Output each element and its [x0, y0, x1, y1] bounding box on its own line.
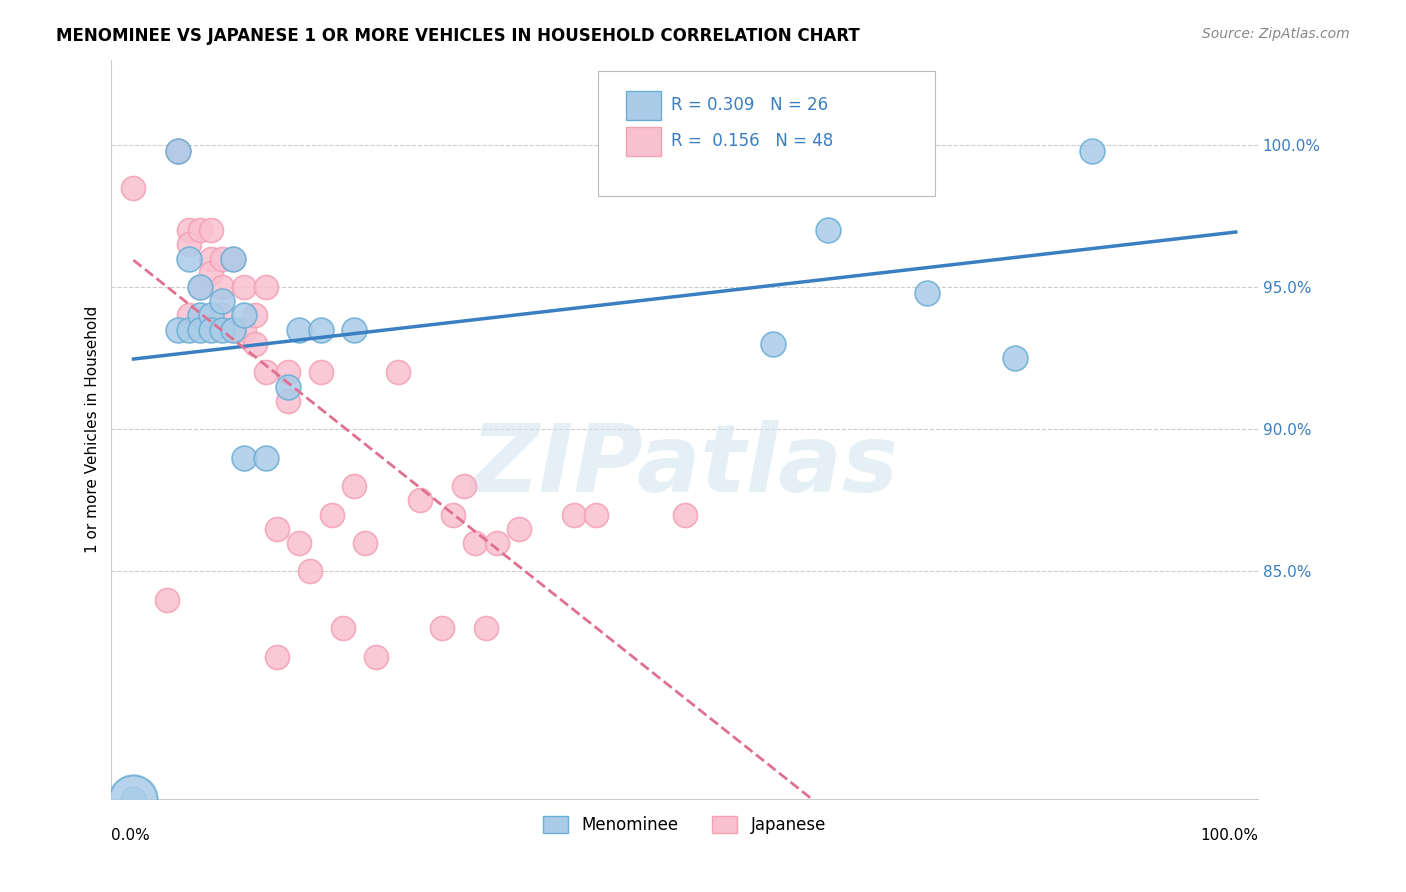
Japanese	[232, 323, 254, 337]
Japanese	[298, 565, 321, 579]
Menominee	[211, 323, 233, 337]
Menominee	[177, 252, 200, 266]
Japanese	[475, 621, 498, 635]
Point	[122, 792, 145, 806]
Japanese	[177, 223, 200, 237]
Y-axis label: 1 or more Vehicles in Household: 1 or more Vehicles in Household	[86, 306, 100, 553]
Japanese	[200, 223, 222, 237]
Menominee	[221, 252, 243, 266]
Japanese	[387, 365, 409, 379]
Menominee	[762, 337, 785, 351]
Menominee	[254, 450, 277, 465]
Menominee	[211, 294, 233, 309]
Japanese	[254, 365, 277, 379]
Japanese	[221, 323, 243, 337]
Text: 100.0%: 100.0%	[1199, 829, 1258, 844]
Legend: Menominee, Japanese: Menominee, Japanese	[536, 807, 834, 842]
Japanese	[321, 508, 343, 522]
Japanese	[177, 237, 200, 252]
Menominee	[122, 792, 145, 806]
Japanese	[221, 252, 243, 266]
Menominee	[188, 309, 211, 323]
Menominee	[343, 323, 366, 337]
Japanese	[188, 223, 211, 237]
Menominee	[166, 144, 188, 158]
Menominee	[200, 323, 222, 337]
Menominee	[232, 450, 254, 465]
Japanese	[122, 180, 145, 194]
Japanese	[309, 365, 332, 379]
Text: Source: ZipAtlas.com: Source: ZipAtlas.com	[1202, 27, 1350, 41]
Japanese	[564, 508, 586, 522]
Japanese	[453, 479, 475, 493]
Menominee	[309, 323, 332, 337]
Menominee	[166, 323, 188, 337]
Text: 0.0%: 0.0%	[111, 829, 150, 844]
Text: R =  0.156   N = 48: R = 0.156 N = 48	[671, 132, 832, 150]
Japanese	[441, 508, 464, 522]
Menominee	[1081, 144, 1104, 158]
Japanese	[211, 309, 233, 323]
Japanese	[354, 536, 377, 550]
Text: MENOMINEE VS JAPANESE 1 OR MORE VEHICLES IN HOUSEHOLD CORRELATION CHART: MENOMINEE VS JAPANESE 1 OR MORE VEHICLES…	[56, 27, 860, 45]
Japanese	[211, 280, 233, 294]
Japanese	[243, 337, 266, 351]
Menominee	[188, 323, 211, 337]
Japanese	[232, 280, 254, 294]
Menominee	[177, 323, 200, 337]
Menominee	[1004, 351, 1026, 366]
Menominee	[221, 323, 243, 337]
Japanese	[155, 592, 177, 607]
Japanese	[188, 280, 211, 294]
Japanese	[200, 252, 222, 266]
Menominee	[232, 309, 254, 323]
Japanese	[200, 266, 222, 280]
Japanese	[277, 365, 299, 379]
Menominee	[817, 223, 839, 237]
Text: R = 0.309   N = 26: R = 0.309 N = 26	[671, 96, 828, 114]
Japanese	[343, 479, 366, 493]
Japanese	[166, 144, 188, 158]
Japanese	[166, 144, 188, 158]
Menominee	[277, 379, 299, 393]
Japanese	[288, 536, 311, 550]
Japanese	[332, 621, 354, 635]
Japanese	[364, 649, 387, 664]
Japanese	[585, 508, 607, 522]
Japanese	[508, 522, 530, 536]
Japanese	[673, 508, 696, 522]
Menominee	[915, 285, 938, 300]
Japanese	[409, 493, 432, 508]
Japanese	[266, 649, 288, 664]
Japanese	[430, 621, 453, 635]
Japanese	[166, 144, 188, 158]
Japanese	[243, 309, 266, 323]
Menominee	[288, 323, 311, 337]
Japanese	[486, 536, 509, 550]
Japanese	[464, 536, 486, 550]
Japanese	[177, 309, 200, 323]
Japanese	[266, 522, 288, 536]
Text: ZIPatlas: ZIPatlas	[471, 420, 898, 512]
Menominee	[200, 309, 222, 323]
Japanese	[254, 280, 277, 294]
Japanese	[277, 393, 299, 408]
Japanese	[211, 252, 233, 266]
Menominee	[188, 280, 211, 294]
